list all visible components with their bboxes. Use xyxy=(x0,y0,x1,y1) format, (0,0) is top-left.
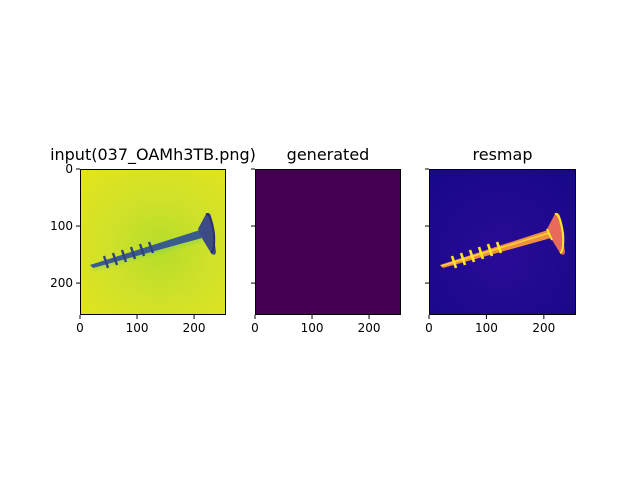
panel-title-generated: generated xyxy=(287,145,370,164)
generated-image xyxy=(255,169,401,315)
panel-resmap: resmap xyxy=(429,145,576,315)
x-tick-label: 0 xyxy=(251,321,259,335)
resmap-image-background xyxy=(429,169,576,315)
y-tick-label: 100 xyxy=(50,219,73,233)
x-tick-label: 100 xyxy=(301,321,324,335)
resmap-screw xyxy=(440,212,565,269)
axes-frame-1 xyxy=(255,169,401,315)
axes-frame-0 xyxy=(80,169,226,315)
input-screw xyxy=(90,212,216,269)
panel-generated: generated xyxy=(255,145,401,315)
x-tick-label: 0 xyxy=(425,321,433,335)
panel-input: input(037_OAMh3TB.png) xyxy=(50,145,256,315)
x-tick-label: 200 xyxy=(358,321,381,335)
y-tick-label: 0 xyxy=(65,162,73,176)
panel-title-resmap: resmap xyxy=(473,145,533,164)
axes-layer: 0 100 200 0 100 200 0 100 200 0 100 200 xyxy=(50,162,576,335)
panel-title-input: input(037_OAMh3TB.png) xyxy=(50,145,256,165)
x-tick-label: 200 xyxy=(183,321,206,335)
x-tick-label: 100 xyxy=(475,321,498,335)
input-image-background xyxy=(80,169,226,315)
x-tick-label: 200 xyxy=(532,321,555,335)
axes-frame-2 xyxy=(429,169,576,315)
y-tick-label: 200 xyxy=(50,276,73,290)
x-tick-label: 100 xyxy=(126,321,149,335)
x-tick-label: 0 xyxy=(76,321,84,335)
